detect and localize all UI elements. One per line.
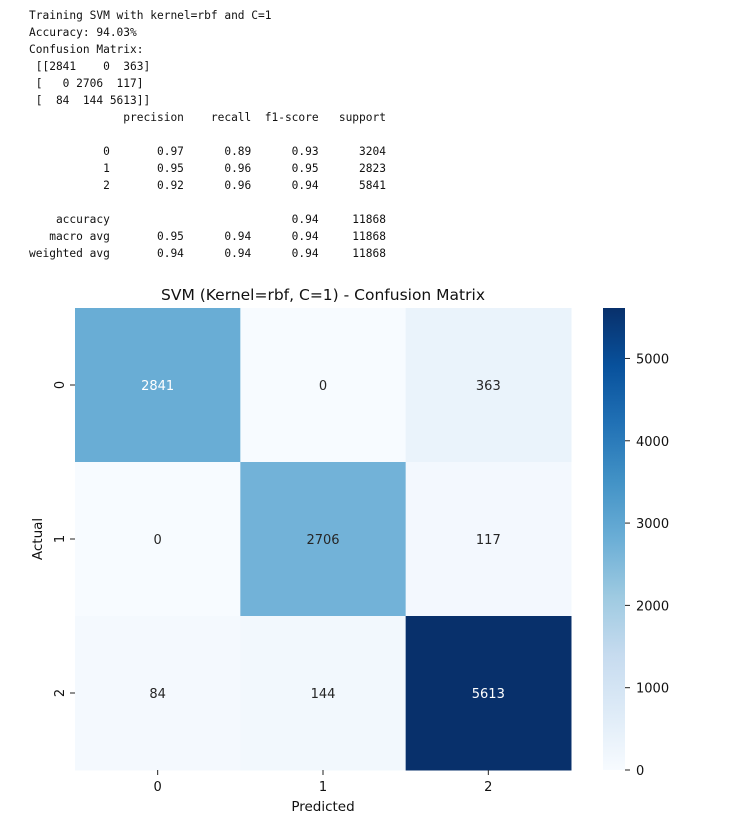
y-tick-label: 2	[53, 689, 68, 697]
colorbar-tick-label: 5000	[636, 352, 669, 367]
console-line: [ 84 144 5613]]	[29, 94, 151, 107]
colorbar-tick-label: 2000	[636, 599, 669, 614]
heatmap-cell	[75, 462, 241, 617]
cell-value-label: 5613	[472, 687, 505, 702]
heatmap-cells: 2841 0 363 0 2706 117 84 144 5613	[75, 308, 572, 771]
console-line: 2 0.92 0.96 0.94 5841	[29, 179, 386, 192]
heatmap-cell	[405, 616, 572, 771]
cell-value-label: 0	[319, 379, 327, 394]
console-output: Training SVM with kernel=rbf and C=1 Accu…	[29, 7, 386, 262]
heatmap-cell	[240, 616, 407, 771]
cell-value-label: 363	[476, 379, 501, 394]
colorbar-tick-label: 1000	[636, 682, 669, 697]
heatmap-cell	[240, 308, 407, 463]
console-line: accuracy 0.94 11868	[29, 213, 386, 226]
console-line: 0 0.97 0.89 0.93 3204	[29, 145, 386, 158]
cell-value-label: 2841	[141, 379, 174, 394]
x-tick-label: 0	[154, 780, 162, 795]
x-axis: 0 1 2	[154, 770, 492, 795]
y-tick-label: 0	[53, 381, 68, 389]
heatmap-cell	[405, 308, 572, 463]
colorbar-tick-label: 3000	[636, 517, 669, 532]
console-line: Confusion Matrix:	[29, 43, 144, 56]
console-line: weighted avg 0.94 0.94 0.94 11868	[29, 247, 386, 260]
heatmap-cell	[75, 308, 241, 463]
console-line: [ 0 2706 117]	[29, 77, 144, 90]
y-axis: 0 1 2	[53, 381, 75, 697]
heatmap-cell	[405, 462, 572, 617]
colorbar-tick-label: 4000	[636, 435, 669, 450]
y-axis-label: Actual	[30, 518, 46, 560]
colorbar	[603, 308, 625, 770]
heatmap-cell	[240, 462, 407, 617]
chart-title: SVM (Kernel=rbf, C=1) - Confusion Matrix	[161, 286, 485, 304]
x-axis-label: Predicted	[291, 799, 354, 815]
console-line: macro avg 0.95 0.94 0.94 11868	[29, 230, 386, 243]
heatmap-cell	[75, 616, 241, 771]
colorbar-tick-label: 0	[636, 764, 644, 779]
cell-value-label: 0	[154, 533, 162, 548]
colorbar-ticks: 0 1000 2000 3000 4000 5000	[625, 352, 669, 779]
console-line: [[2841 0 363]	[29, 60, 151, 73]
cell-value-label: 144	[311, 687, 336, 702]
y-tick-label: 1	[53, 535, 68, 543]
cell-value-label: 2706	[306, 533, 339, 548]
cell-value-label: 84	[149, 687, 166, 702]
x-tick-label: 1	[319, 780, 327, 795]
console-line: Training SVM with kernel=rbf and C=1	[29, 9, 272, 22]
x-tick-label: 2	[484, 780, 492, 795]
console-line: Accuracy: 94.03%	[29, 26, 137, 39]
cell-value-label: 117	[476, 533, 501, 548]
console-line: precision recall f1-score support	[29, 111, 386, 124]
console-line: 1 0.95 0.96 0.95 2823	[29, 162, 386, 175]
